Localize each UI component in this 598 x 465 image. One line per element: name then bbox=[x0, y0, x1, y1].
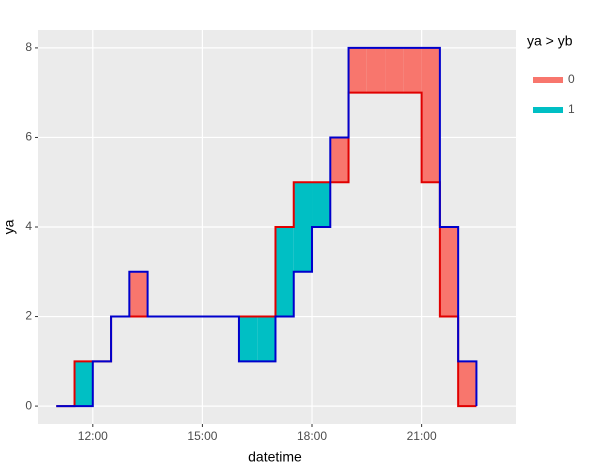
x-axis-title: datetime bbox=[248, 449, 302, 465]
ribbon bbox=[293, 182, 313, 272]
ribbon bbox=[366, 47, 386, 93]
legend-key bbox=[533, 107, 563, 113]
x-tick-label: 15:00 bbox=[187, 429, 217, 443]
ribbon bbox=[238, 316, 258, 362]
y-tick-label: 6 bbox=[25, 130, 32, 144]
ribbon bbox=[421, 47, 440, 183]
ribbon bbox=[330, 137, 349, 183]
ribbon bbox=[385, 47, 404, 93]
ribbon bbox=[257, 316, 276, 362]
ribbon bbox=[74, 361, 93, 407]
ribbon bbox=[403, 47, 422, 93]
x-tick-label: 18:00 bbox=[297, 429, 327, 443]
ribbon bbox=[312, 182, 331, 227]
x-tick-label: 21:00 bbox=[407, 429, 437, 443]
step-line bbox=[56, 46, 478, 408]
ribbon bbox=[458, 361, 477, 407]
legend-label: 0 bbox=[568, 72, 575, 86]
ribbon bbox=[348, 47, 367, 93]
ribbon bbox=[129, 271, 148, 317]
ribbon bbox=[439, 227, 459, 317]
y-tick-label: 8 bbox=[25, 40, 32, 54]
x-tick-label: 12:00 bbox=[78, 429, 108, 443]
legend-title: ya > yb bbox=[527, 33, 573, 49]
y-axis-title: ya bbox=[1, 219, 17, 234]
y-tick-label: 4 bbox=[25, 219, 32, 233]
y-tick-label: 2 bbox=[25, 309, 32, 323]
legend-label: 1 bbox=[568, 102, 575, 116]
ribbon bbox=[275, 227, 294, 317]
y-tick-label: 0 bbox=[25, 398, 32, 412]
legend-key bbox=[533, 77, 563, 83]
